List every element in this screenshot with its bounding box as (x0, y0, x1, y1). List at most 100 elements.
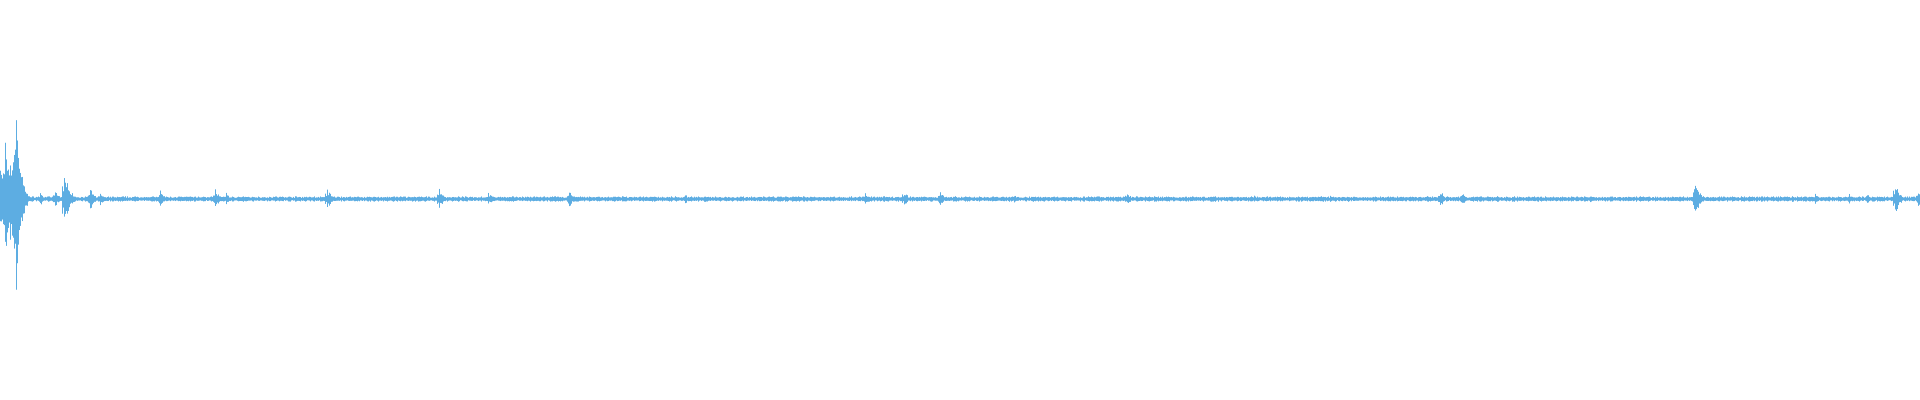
waveform-column (1605, 197, 1606, 202)
waveform-column (1835, 197, 1836, 201)
waveform-column (126, 197, 127, 201)
waveform-column (1072, 197, 1073, 201)
waveform-column (1706, 197, 1707, 201)
waveform-column (1874, 197, 1875, 202)
waveform-column (258, 196, 259, 201)
waveform-column (292, 197, 293, 201)
waveform-column (802, 197, 803, 201)
waveform-column (1515, 197, 1516, 201)
waveform-column (1696, 188, 1697, 210)
waveform-column (1615, 197, 1616, 201)
waveform-column (151, 196, 152, 202)
waveform-column (437, 194, 438, 204)
waveform-column (1340, 197, 1341, 201)
waveform-column (411, 197, 412, 201)
waveform-column (367, 196, 368, 202)
waveform-column (187, 196, 188, 201)
waveform-column (1607, 197, 1608, 202)
waveform-column (1651, 197, 1652, 201)
waveform-column (11, 175, 12, 225)
waveform-column (396, 196, 397, 202)
waveform-column (145, 197, 146, 201)
waveform-column (1220, 197, 1221, 201)
waveform-column (998, 197, 999, 201)
waveform-column (1001, 197, 1002, 202)
waveform-column (522, 196, 523, 202)
waveform-column (769, 196, 770, 202)
waveform-column (1590, 196, 1591, 203)
waveform-column (1116, 196, 1117, 202)
waveform-column (457, 197, 458, 201)
waveform-column (1565, 197, 1566, 201)
waveform-column (977, 197, 978, 202)
waveform-column (1877, 196, 1878, 202)
waveform-column (1411, 197, 1412, 201)
waveform-column (150, 197, 151, 201)
waveform-column (944, 197, 945, 201)
waveform-column (386, 197, 387, 201)
waveform-column (1671, 197, 1672, 202)
waveform-column (1468, 197, 1469, 201)
waveform-column (1572, 196, 1573, 201)
waveform-column (1023, 197, 1024, 201)
waveform-column (1734, 196, 1735, 201)
waveform-column (210, 196, 211, 201)
waveform-column (632, 197, 633, 201)
waveform-column (1473, 196, 1474, 202)
waveform-column (1632, 197, 1633, 201)
waveform-column (379, 197, 380, 201)
waveform-column (1024, 197, 1025, 201)
waveform-column (462, 196, 463, 202)
waveform-column (1122, 197, 1123, 201)
waveform-column (909, 197, 910, 201)
waveform-column (1250, 197, 1251, 202)
waveform-column (334, 196, 335, 202)
waveform-column (635, 197, 636, 201)
waveform-column (861, 197, 862, 201)
waveform-column (1552, 197, 1553, 201)
waveform-column (1049, 197, 1050, 201)
waveform-column (104, 197, 105, 202)
waveform-column (1711, 197, 1712, 201)
waveform-column (140, 197, 141, 201)
waveform-column (1506, 196, 1507, 202)
waveform-column (244, 197, 245, 201)
waveform-column (1261, 197, 1262, 201)
waveform-column (873, 196, 874, 201)
waveform-column (1278, 196, 1279, 201)
waveform-column (570, 192, 571, 206)
waveform-column (121, 196, 122, 201)
waveform-column (1523, 197, 1524, 202)
waveform-column (1764, 196, 1765, 202)
waveform-column (175, 196, 176, 202)
waveform-column (93, 194, 94, 203)
waveform-column (1478, 197, 1479, 201)
waveform-column (1845, 196, 1846, 201)
waveform-column (1334, 197, 1335, 201)
waveform-column (1077, 197, 1078, 201)
waveform-column (1284, 197, 1285, 201)
waveform-column (298, 197, 299, 201)
waveform-column (1749, 196, 1750, 202)
waveform-column (153, 196, 154, 202)
waveform-column (882, 197, 883, 201)
waveform-column (589, 196, 590, 202)
waveform-column (634, 196, 635, 201)
waveform-column (584, 196, 585, 202)
waveform-column (675, 196, 676, 201)
waveform-column (410, 197, 411, 201)
waveform-column (993, 196, 994, 202)
waveform-column (1160, 196, 1161, 202)
waveform-column (1571, 196, 1572, 202)
waveform-column (1157, 197, 1158, 201)
waveform-column (1203, 196, 1204, 202)
waveform-column (929, 197, 930, 201)
waveform-column (1381, 197, 1382, 201)
waveform-column (179, 196, 180, 201)
waveform-column (1684, 197, 1685, 201)
waveform-column (1681, 197, 1682, 201)
waveform-column (646, 196, 647, 201)
waveform-column (1039, 197, 1040, 201)
waveform-column (1424, 197, 1425, 201)
waveform-column (600, 197, 601, 201)
